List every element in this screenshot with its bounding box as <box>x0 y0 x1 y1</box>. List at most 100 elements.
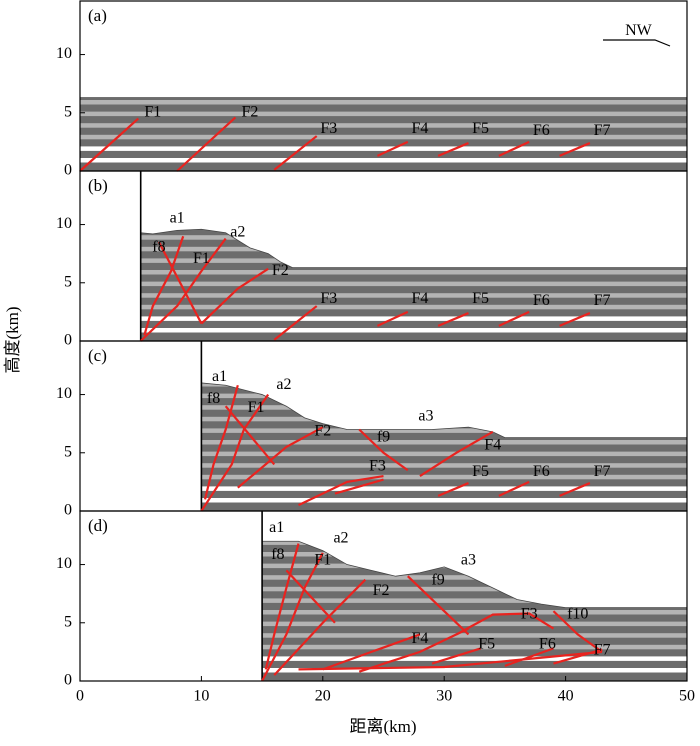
strata-band <box>80 417 687 422</box>
strata-band <box>80 282 687 287</box>
strata-band <box>80 316 687 321</box>
x-tick-label: 0 <box>76 688 84 705</box>
panel-label: (b) <box>88 176 108 195</box>
strata-band <box>80 177 687 182</box>
y-tick-label: 0 <box>64 162 72 179</box>
annotation: F6 <box>533 292 550 309</box>
annotation: F2 <box>272 262 289 279</box>
strata-band <box>80 633 687 638</box>
y-tick-label: 10 <box>56 45 72 62</box>
annotation: a3 <box>418 407 433 424</box>
strata-band <box>80 65 687 70</box>
strata-band <box>80 328 687 333</box>
annotation: F1 <box>193 250 210 267</box>
annotation: f8 <box>152 239 165 256</box>
annotation: F7 <box>594 463 611 480</box>
strata-band <box>80 77 687 82</box>
strata-band <box>80 598 687 603</box>
strata-band <box>80 610 687 615</box>
strata-band <box>80 517 687 522</box>
y-tick-label: 10 <box>56 555 72 572</box>
annotation: F5 <box>472 463 489 480</box>
annotation: F6 <box>533 122 550 139</box>
strata-band <box>80 382 687 387</box>
strata-band <box>80 247 687 252</box>
annotation: F5 <box>478 636 495 653</box>
strata-band <box>80 258 687 263</box>
x-tick-label: 10 <box>193 688 209 705</box>
annotation: F4 <box>411 120 428 137</box>
x-tick-label: 50 <box>679 688 695 705</box>
annotation: a1 <box>212 368 227 385</box>
y-tick-label: 10 <box>56 385 72 402</box>
annotation: a2 <box>276 376 291 393</box>
annotation: a1 <box>170 209 185 226</box>
north-arrow <box>603 40 670 46</box>
annotation: F2 <box>373 582 390 599</box>
y-tick-label: 0 <box>64 332 72 349</box>
strata-band <box>80 146 687 151</box>
annotation: F2 <box>242 103 259 120</box>
annotation: F1 <box>248 399 265 416</box>
strata-band <box>80 30 687 35</box>
annotation: F4 <box>411 290 428 307</box>
y-tick-label: 5 <box>64 613 72 630</box>
annotation: F3 <box>320 120 337 137</box>
annotation: a2 <box>333 530 348 547</box>
strata <box>80 0 687 171</box>
strata-band <box>80 347 687 352</box>
annotation: F3 <box>369 457 386 474</box>
annotation: F4 <box>411 630 428 647</box>
x-tick-label: 20 <box>315 688 331 705</box>
strata-band <box>80 54 687 59</box>
y-tick-label: 10 <box>56 215 72 232</box>
strata-band <box>80 575 687 580</box>
annotation: F3 <box>521 605 538 622</box>
x-tick-label: 30 <box>436 688 452 705</box>
annotation: F7 <box>594 122 611 139</box>
y-tick-label: 0 <box>64 502 72 519</box>
strata-fill <box>80 1 687 171</box>
strata-band <box>80 359 687 364</box>
strata-band <box>80 19 687 24</box>
annotation: F2 <box>314 422 331 439</box>
strata-band <box>80 112 687 117</box>
strata-band <box>80 498 687 503</box>
strata-fill <box>80 171 687 341</box>
x-tick-label: 40 <box>558 688 574 705</box>
annotation: f10 <box>567 605 588 622</box>
annotation: a1 <box>269 519 284 536</box>
y-tick-label: 5 <box>64 443 72 460</box>
panel-label: (d) <box>88 516 108 535</box>
annotation: F1 <box>314 552 331 569</box>
strata <box>80 324 687 511</box>
annotation: F4 <box>484 436 501 453</box>
strata-band <box>80 7 687 12</box>
strata-band <box>80 88 687 93</box>
y-axis-label: 高度(km) <box>3 306 22 373</box>
strata-band <box>80 158 687 163</box>
annotation: f8 <box>271 546 284 563</box>
strata-band <box>80 370 687 375</box>
panel-label: (a) <box>88 6 107 25</box>
strata-band <box>80 189 687 194</box>
x-axis-label: 距离(km) <box>349 717 416 736</box>
strata-band <box>80 200 687 205</box>
strata-band <box>80 394 687 399</box>
annotation: F6 <box>539 636 556 653</box>
strata-band <box>80 540 687 545</box>
annotation: F5 <box>472 290 489 307</box>
strata-band <box>80 405 687 410</box>
annotation: F5 <box>472 120 489 137</box>
panel-label: (c) <box>88 346 107 365</box>
annotation: f8 <box>207 390 220 407</box>
strata-fill <box>80 341 687 511</box>
strata-band <box>80 42 687 47</box>
annotation: f9 <box>431 572 444 589</box>
strata-band <box>80 235 687 240</box>
annotation: F7 <box>594 641 611 658</box>
strata-band <box>80 100 687 105</box>
